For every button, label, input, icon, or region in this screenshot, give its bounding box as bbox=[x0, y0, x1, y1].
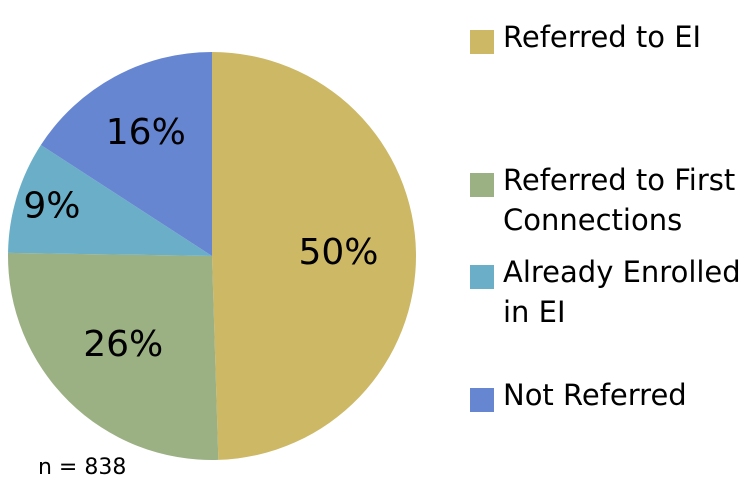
legend-label: Not Referred bbox=[503, 378, 687, 412]
legend-item: Not Referred bbox=[470, 375, 755, 415]
legend-item: Referred to First Connections bbox=[470, 160, 755, 240]
pie-slice bbox=[40, 52, 213, 256]
pie-slice bbox=[8, 252, 219, 461]
legend-swatch bbox=[470, 265, 494, 289]
pie-slice bbox=[8, 144, 212, 256]
pie-slice bbox=[212, 52, 417, 460]
legend-swatch bbox=[470, 388, 494, 412]
data-label: 16% bbox=[106, 112, 186, 153]
data-label: 26% bbox=[83, 324, 163, 365]
legend-label: Referred to First Connections bbox=[503, 163, 736, 237]
legend-swatch bbox=[470, 173, 494, 197]
legend-swatch bbox=[470, 30, 494, 54]
sample-size-note: n = 838 bbox=[38, 455, 127, 480]
legend-label: Referred to EI bbox=[503, 20, 702, 54]
data-label: 9% bbox=[23, 185, 80, 226]
data-label: 50% bbox=[298, 232, 378, 273]
legend-item: Referred to EI bbox=[470, 17, 755, 57]
legend-item: Already Enrolled in EI bbox=[470, 252, 755, 332]
legend-label: Already Enrolled in EI bbox=[503, 255, 741, 329]
